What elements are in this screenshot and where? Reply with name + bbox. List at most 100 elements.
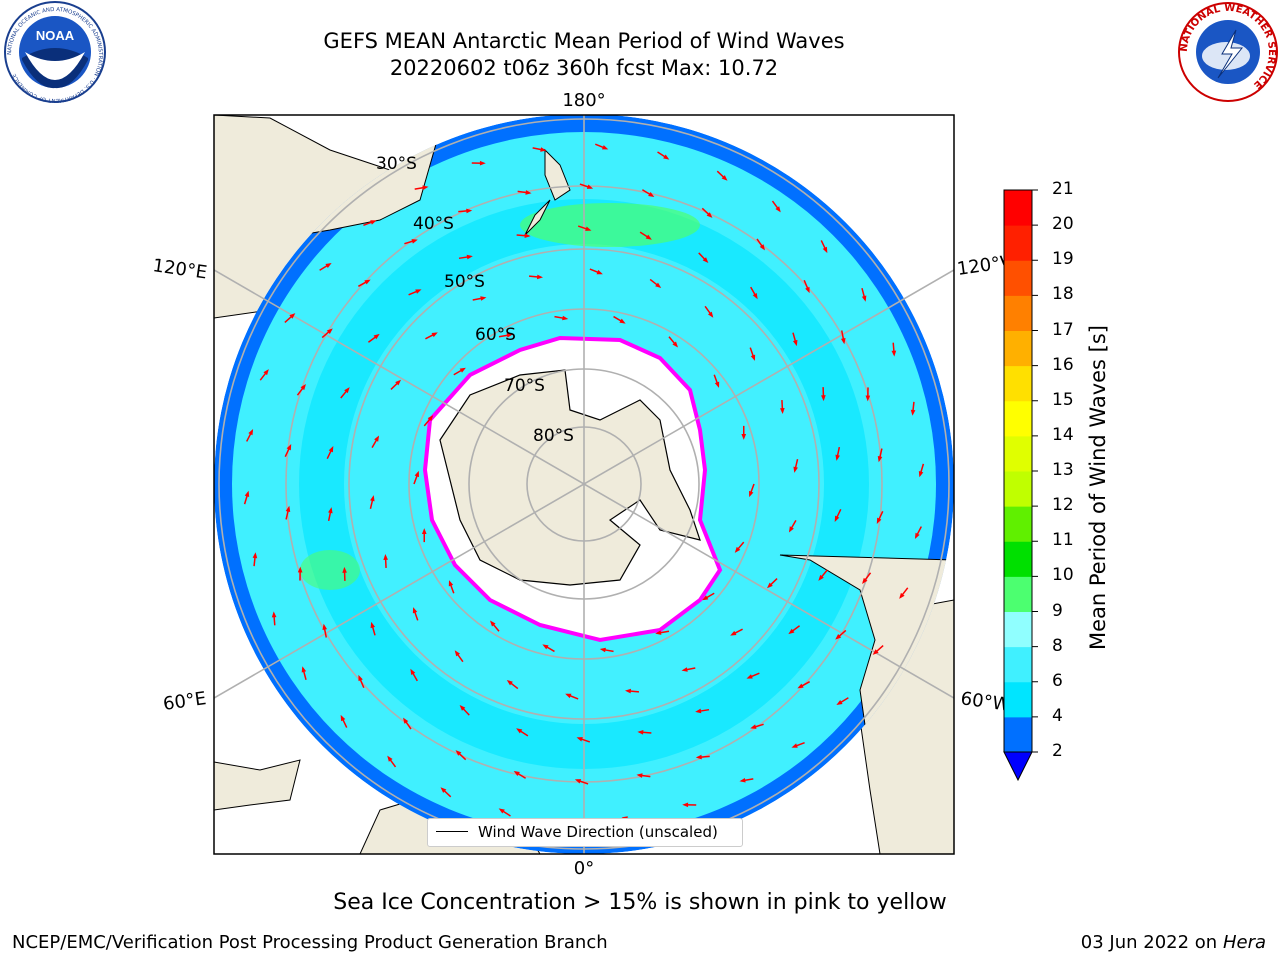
colorbar-segment xyxy=(1004,400,1032,437)
colorbar-segment xyxy=(1004,365,1032,402)
wind-wave-arrowhead xyxy=(448,580,454,587)
colorbar-segment xyxy=(1004,646,1032,683)
madagascar-land xyxy=(214,759,301,811)
wind-wave-arrowhead xyxy=(373,333,380,340)
wind-wave-arrowhead xyxy=(822,246,828,254)
wind-wave-arrowhead xyxy=(872,649,879,655)
wind-wave-arrowhead xyxy=(271,611,277,618)
colorbar-tick-label: 4 xyxy=(1052,705,1063,726)
colorbar-tick-label: 19 xyxy=(1052,249,1074,270)
wind-wave-arrowhead xyxy=(596,269,603,275)
wind-wave-arrowhead xyxy=(702,595,709,601)
colorbar-segment xyxy=(1004,260,1032,296)
colorbar-tick-label: 17 xyxy=(1052,319,1074,340)
noaa-logo-text: NOAA xyxy=(36,28,75,43)
wind-wave-arrowhead xyxy=(411,239,418,244)
colorbar-segment xyxy=(1004,611,1032,648)
wind-wave-arrowhead xyxy=(695,754,702,760)
wind-wave-arrowhead xyxy=(836,699,843,705)
wind-wave-arrowhead xyxy=(655,630,662,635)
wind-wave-arrowhead xyxy=(918,471,924,478)
wind-wave-arrowhead xyxy=(297,566,303,573)
colorbar-tick-label: 16 xyxy=(1052,354,1074,375)
wind-wave-arrowhead xyxy=(601,145,609,150)
wind-wave-arrowhead xyxy=(466,208,473,214)
lon-label-120e: 120°E xyxy=(151,255,208,283)
lat-label-70s: 70°S xyxy=(504,376,545,396)
wind-wave-arrowhead xyxy=(421,528,427,535)
wind-wave-arrowhead xyxy=(637,730,644,735)
wind-wave-arrowhead xyxy=(516,728,523,734)
wind-wave-arrowhead xyxy=(805,286,810,294)
colorbar-tick-label: 21 xyxy=(1052,179,1074,199)
lon-label-0: 0° xyxy=(574,858,594,879)
wind-wave-arrowhead xyxy=(576,737,583,742)
colorbar-segment xyxy=(1004,576,1032,612)
wind-wave-arrowhead xyxy=(861,295,867,302)
colorbar-under-arrow xyxy=(1003,751,1033,782)
wind-wave-arrowhead xyxy=(681,667,688,672)
wind-wave-arrowhead xyxy=(834,515,840,522)
wind-wave-arrowhead xyxy=(414,470,419,478)
wind-wave-arrowhead xyxy=(707,311,714,318)
wind-wave-arrowhead xyxy=(780,408,785,415)
wind-wave-arrowhead xyxy=(410,668,416,675)
colorbar-label: Mean Period of Wind Waves [s] xyxy=(1086,325,1110,650)
lat-label-60s: 60°S xyxy=(475,325,516,345)
wind-wave-arrowhead xyxy=(840,338,846,345)
wind-wave-arrowhead xyxy=(865,395,871,402)
wind-wave-arrowhead xyxy=(706,212,713,218)
wind-wave-arrowhead xyxy=(415,289,422,294)
wind-wave-arrowhead xyxy=(540,147,547,152)
wind-wave-arrowhead xyxy=(383,553,388,560)
wind-wave-arrowhead xyxy=(459,704,466,711)
colorbar-segment xyxy=(1004,716,1032,753)
wind-wave-arrowhead xyxy=(513,770,520,777)
wind-wave-arrowhead xyxy=(739,777,746,783)
wind-wave-arrowhead xyxy=(344,387,350,394)
wind-wave-arrowhead xyxy=(741,433,747,440)
colorbar-segment xyxy=(1004,541,1032,577)
legend-line-sample xyxy=(436,831,468,832)
wind-wave-arrowhead xyxy=(750,724,757,729)
wind-wave-arrowhead xyxy=(300,384,306,391)
wind-wave-arrowhead xyxy=(422,185,429,191)
antarctica-land xyxy=(439,369,701,586)
chart-subtitle: 20220602 t06z 360h fcst Max: 10.72 xyxy=(389,56,779,80)
footer-date: 03 Jun 2022 on Hera xyxy=(1080,932,1266,953)
wind-wave-arrowhead xyxy=(585,226,592,231)
wind-wave-arrowhead xyxy=(714,381,720,388)
colorbar xyxy=(1003,189,1038,782)
wind-wave-arrowhead xyxy=(374,435,380,442)
wind-wave-arrowhead xyxy=(574,779,582,784)
lat-label-80s: 80°S xyxy=(533,426,574,446)
colorbar-tick-label: 11 xyxy=(1052,530,1074,551)
lon-label-180: 180° xyxy=(562,90,605,111)
wind-wave-arrowhead xyxy=(286,444,292,451)
wind-wave-arrowhead xyxy=(562,315,569,321)
wind-wave-arrowhead xyxy=(624,688,632,694)
map-legend: Wind Wave Direction (unscaled) xyxy=(427,818,743,847)
colorbar-tick-label: 14 xyxy=(1052,424,1074,445)
lat-label-50s: 50°S xyxy=(444,272,485,292)
wind-wave-arrowhead xyxy=(325,263,332,269)
wind-wave-arrowhead xyxy=(480,296,487,301)
wind-wave-arrowhead xyxy=(759,244,765,251)
wind-wave-arrowhead xyxy=(466,254,473,260)
colorbar-tick-label: 6 xyxy=(1052,670,1063,691)
wind-wave-arrowhead xyxy=(459,367,466,373)
wind-wave-arrowhead xyxy=(536,274,544,280)
wind-wave-arrowhead xyxy=(791,743,798,748)
wind-wave-arrowhead xyxy=(914,532,920,540)
wind-wave-arrowhead xyxy=(370,495,375,502)
colorbar-tick-label: 2 xyxy=(1052,741,1063,761)
wind-wave-arrowhead xyxy=(672,341,678,348)
wind-wave-arrowhead xyxy=(910,409,916,416)
footer-host: Hera xyxy=(1222,932,1266,953)
map-frame xyxy=(213,114,955,855)
wind-wave-arrowhead xyxy=(818,574,824,581)
colorbar-segment xyxy=(1004,681,1032,718)
wind-wave-arrowhead xyxy=(788,526,794,533)
wind-wave-arrowhead xyxy=(695,708,702,714)
wind-wave-arrowhead xyxy=(877,455,883,463)
